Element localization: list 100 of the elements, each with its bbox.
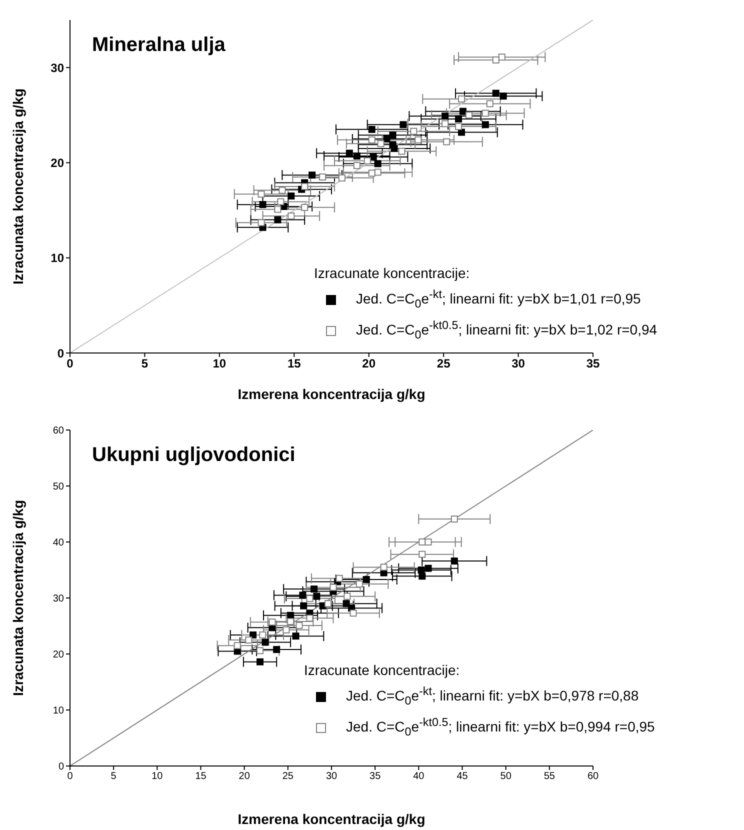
- x-tick-label: 55: [544, 771, 556, 782]
- x-tick-label: 30: [326, 771, 338, 782]
- point: [268, 618, 276, 626]
- point: [443, 138, 450, 146]
- point: [234, 642, 241, 650]
- point: [356, 580, 363, 588]
- legend-label: Jed. C=C$_{0}$e$^{-kt}$; linearni fit: y=bX b=0,978 r=0,88: [346, 684, 639, 710]
- point: [458, 95, 466, 102]
- point: [258, 219, 265, 226]
- point: [306, 595, 314, 602]
- x-tick-label: 40: [413, 771, 425, 782]
- point: [301, 204, 308, 211]
- x-tick-label: 25: [436, 356, 451, 371]
- y-tick-label: 0: [58, 762, 64, 773]
- point: [380, 564, 388, 571]
- point: [262, 638, 269, 646]
- point: [350, 610, 357, 617]
- point: [414, 136, 422, 144]
- y-axis-title: Izracunata koncentracija g/kg: [10, 500, 26, 696]
- text: Mineralna ulja: [92, 34, 226, 57]
- point: [377, 140, 384, 148]
- x-tick-label: 15: [195, 771, 207, 782]
- y-tick-label: 0: [57, 346, 64, 360]
- point: [500, 92, 507, 100]
- point: [306, 614, 314, 622]
- point: [450, 516, 458, 523]
- y-tick-label: 60: [52, 426, 64, 437]
- point: [274, 206, 282, 213]
- y-tick-label: 10: [50, 251, 64, 266]
- point: [450, 558, 458, 565]
- point: [300, 602, 308, 610]
- x-axis-title: Izmerena koncentracija g/kg: [238, 811, 426, 827]
- point: [299, 592, 306, 599]
- point: [492, 90, 500, 97]
- y-tick-label: 20: [50, 156, 64, 170]
- x-tick-label: 60: [587, 771, 599, 782]
- x-tick-label: 35: [586, 356, 600, 371]
- point: [259, 201, 266, 208]
- point: [383, 135, 390, 142]
- point: [296, 622, 303, 629]
- x-tick-label: 45: [456, 771, 468, 782]
- point: [278, 186, 286, 194]
- x-tick-label: 20: [362, 356, 376, 371]
- point: [308, 172, 316, 179]
- point: [398, 148, 406, 155]
- point: [256, 658, 264, 666]
- y-tick-label: 30: [52, 594, 64, 605]
- point: [273, 646, 280, 654]
- point: [319, 173, 326, 180]
- point: [424, 564, 432, 572]
- x-tick-label: 5: [141, 356, 148, 371]
- point: [458, 128, 466, 136]
- point: [310, 586, 318, 593]
- point: [442, 112, 449, 120]
- point: [282, 626, 290, 634]
- point: [362, 576, 370, 584]
- point: [256, 647, 264, 654]
- point: [418, 550, 426, 558]
- point: [459, 108, 466, 115]
- point: [374, 168, 382, 176]
- x-tick-label: 0: [67, 771, 74, 782]
- point: [368, 136, 376, 144]
- point: [374, 160, 382, 168]
- point: [400, 121, 407, 128]
- y-tick-label: 50: [52, 482, 64, 493]
- y-tick-label: 10: [52, 706, 64, 717]
- text: Ukupni ugljovodonici: [92, 444, 296, 467]
- y-axis-title: Izracunata koncentracija g/kg: [10, 88, 26, 285]
- point: [277, 198, 284, 206]
- legend-title: Izracunate koncentracije:: [304, 661, 461, 680]
- x-axis-title: Izmerena koncentracija g/kg: [238, 386, 426, 402]
- x-tick-label: 20: [238, 771, 250, 782]
- point: [342, 600, 350, 608]
- point: [368, 126, 376, 133]
- point: [389, 132, 396, 139]
- x-tick-label: 5: [110, 771, 117, 782]
- point: [338, 174, 346, 182]
- point: [424, 538, 432, 546]
- point: [259, 631, 266, 638]
- point: [301, 183, 308, 190]
- point: [330, 584, 337, 591]
- y-tick-label: 20: [52, 650, 64, 661]
- x-tick-label: 50: [500, 771, 512, 782]
- point: [498, 54, 506, 61]
- legend-label: Jed. C=C$_{0}$e$^{-kt}$; linearni fit: y=bX b=1,01 r=0,95: [356, 287, 641, 312]
- point: [418, 538, 426, 546]
- point: [287, 618, 294, 626]
- point: [250, 631, 257, 638]
- point: [336, 574, 343, 582]
- point: [492, 56, 500, 64]
- x-tick-label: 0: [66, 356, 74, 371]
- x-tick-label: 30: [512, 356, 526, 371]
- point: [258, 190, 265, 198]
- point: [245, 636, 252, 644]
- point: [274, 216, 282, 224]
- point: [442, 120, 449, 128]
- x-tick-label: 25: [282, 771, 294, 782]
- point: [364, 157, 371, 164]
- point: [418, 572, 426, 580]
- point: [482, 121, 489, 128]
